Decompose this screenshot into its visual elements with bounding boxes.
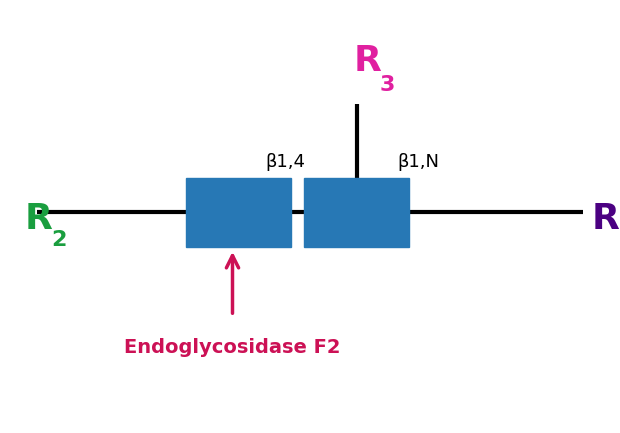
Text: 3: 3 [379,75,395,95]
Bar [186,178,291,247]
Text: β1,4: β1,4 [265,153,305,171]
Bar [304,178,409,247]
Text: R: R [592,202,620,236]
Text: β1,N: β1,N [397,153,440,171]
Text: 2: 2 [51,230,66,250]
Text: R: R [353,44,381,78]
Text: 1: 1 [618,230,620,250]
Text: Endoglycosidase F2: Endoglycosidase F2 [124,338,341,357]
Text: R: R [25,202,53,236]
